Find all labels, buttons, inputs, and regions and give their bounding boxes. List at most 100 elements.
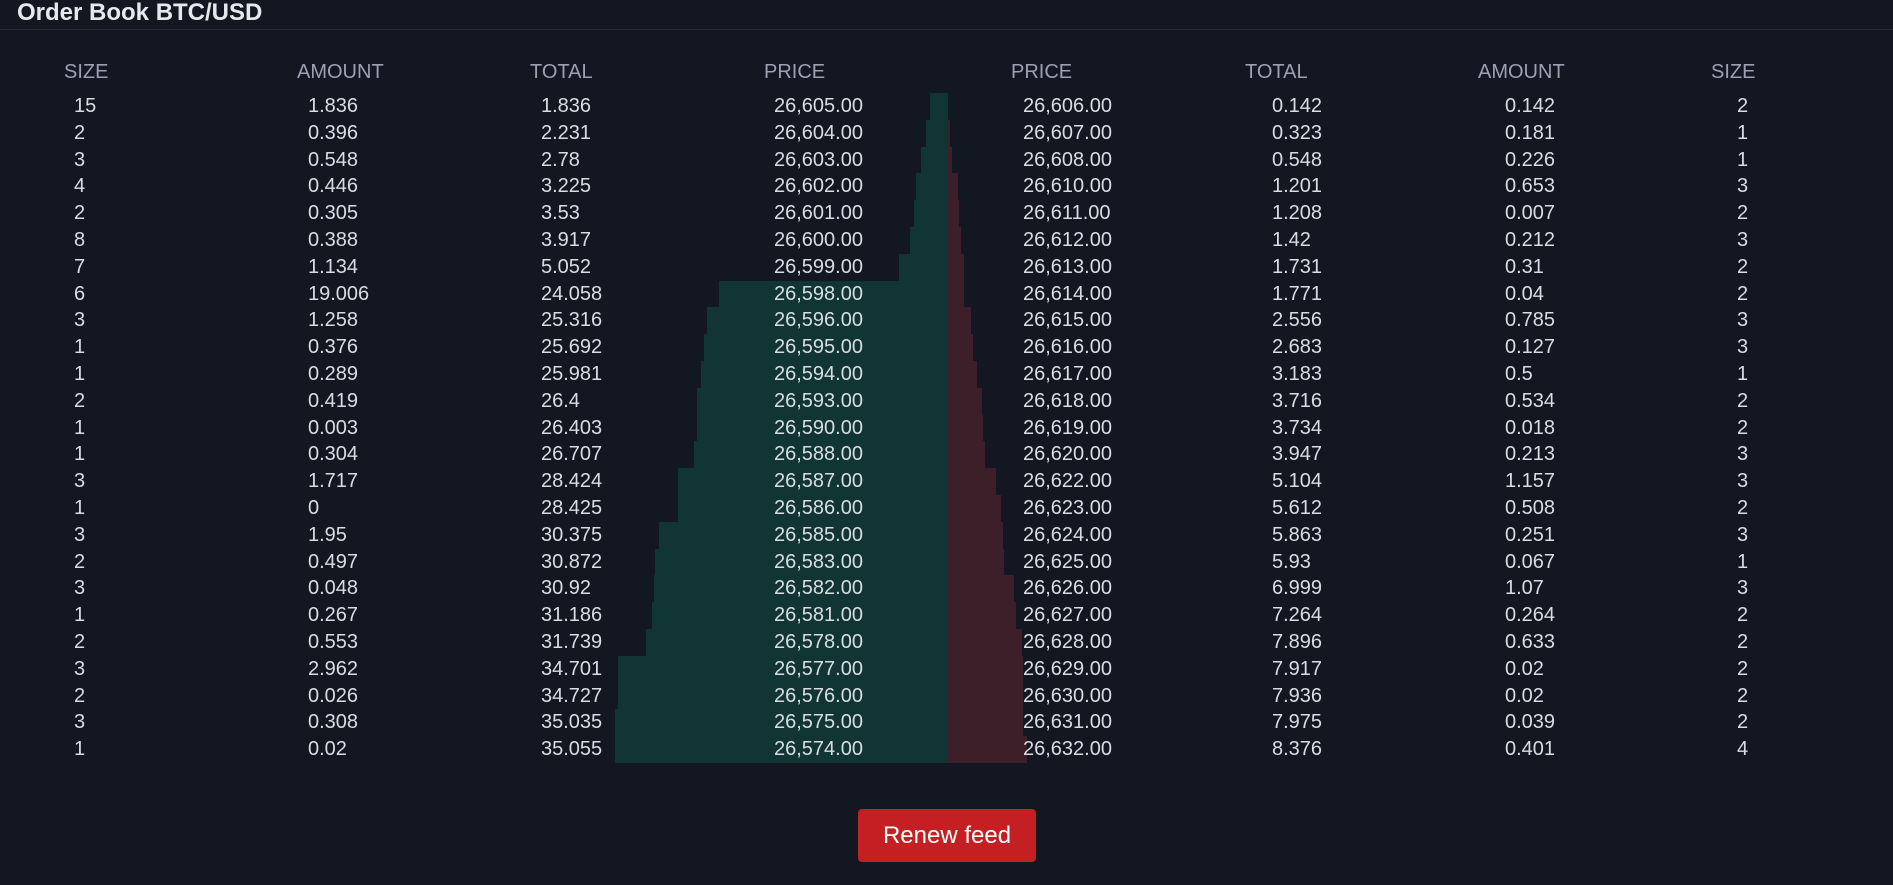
ask-amount-cell: 0.039 [1505,711,1556,734]
bid-price-cell: 26,574.00 [774,738,863,761]
bid-size-cell: 2 [74,121,86,144]
bid-total-cell: 31.186 [541,604,603,627]
bid-price-cell: 26,590.00 [774,416,863,439]
ask-price-cell: 26,608.00 [1023,148,1112,171]
bid-amount-cell: 1.95 [308,523,347,546]
bid-row: 1 0.376 25.692 26,595.00 [0,334,1893,362]
ask-size-cell: 2 [1737,684,1749,707]
ask-amount-cell: 1.07 [1505,577,1544,600]
ask-row: 26,624.00 5.863 0.251 3 [0,521,1893,549]
bid-size-cell: 1 [74,738,86,761]
bid-size-cell: 2 [74,202,86,225]
ask-row: 26,632.00 8.376 0.401 4 [0,736,1893,764]
bid-price-cell: 26,585.00 [774,523,863,546]
bid-amount-cell: 0.376 [308,336,359,359]
ask-size-cell: 3 [1737,229,1749,251]
bid-price-header: PRICE [764,61,826,83]
ask-total-cell: 7.917 [1272,657,1323,680]
bid-size-cell: 1 [74,416,86,439]
bid-size-cell: 2 [74,631,86,653]
ask-row: 26,615.00 2.556 0.785 3 [0,307,1893,335]
ask-amount-cell: 0.142 [1505,95,1556,117]
bid-depth-bar [913,200,947,228]
bid-total-cell: 2.231 [541,121,592,144]
ask-price-cell: 26,615.00 [1023,309,1112,332]
ask-depth-bar [947,655,1023,683]
ask-row: 26,618.00 3.716 0.534 2 [0,387,1893,415]
bid-amount-cell: 1.134 [308,255,359,278]
ask-depth-bar [947,736,1027,764]
ask-depth-bar [947,253,964,281]
bid-size-cell: 3 [74,470,86,493]
ask-amount-cell: 0.5 [1505,363,1533,385]
bid-amount-cell: 0.388 [308,229,359,251]
bid-depth-bar [899,253,947,281]
ask-price-cell: 26,628.00 [1023,631,1112,653]
bid-size-cell: 3 [74,657,86,680]
bid-price-cell: 26,587.00 [774,470,863,493]
bid-price-cell: 26,593.00 [774,389,863,412]
ask-amount-cell: 0.212 [1505,229,1556,251]
ask-amount-cell: 0.508 [1505,497,1556,519]
ask-total-cell: 7.936 [1272,684,1323,707]
bid-size-cell: 15 [74,95,97,117]
bid-row: 2 0.026 34.727 26,576.00 [0,682,1893,710]
ask-total-cell: 8.376 [1272,738,1323,761]
ask-amount-cell: 0.007 [1505,202,1556,225]
ask-amount-header: AMOUNT [1478,61,1565,83]
bid-price-cell: 26,577.00 [774,657,863,680]
ask-amount-cell: 0.251 [1505,523,1556,546]
ask-price-cell: 26,631.00 [1023,711,1112,734]
bid-amount-cell: 2.962 [308,657,359,680]
bid-total-cell: 1.836 [541,95,592,117]
bid-row: 1 0.304 26.707 26,588.00 [0,441,1893,469]
ask-depth-bar [947,629,1023,656]
ask-depth-bar [947,495,1001,522]
bid-size-cell: 1 [74,336,86,359]
bid-price-cell: 26,575.00 [774,711,863,734]
bid-price-cell: 26,595.00 [774,336,863,359]
bid-size-cell: 3 [74,148,86,171]
renew-feed-button[interactable]: Renew feed [858,809,1036,862]
ask-row: 26,626.00 6.999 1.07 3 [0,575,1893,603]
ask-price-cell: 26,630.00 [1023,684,1112,707]
bid-total-cell: 25.692 [541,336,603,359]
bid-total-cell: 28.425 [541,497,603,519]
bid-depth-bar [700,361,947,388]
ask-size-cell: 2 [1737,255,1749,278]
bid-size-cell: 6 [74,282,86,305]
ask-total-cell: 3.183 [1272,363,1323,385]
bid-size-cell: 3 [74,523,86,546]
bid-price-cell: 26,594.00 [774,363,863,385]
bid-total-cell: 34.701 [541,657,603,680]
ask-price-cell: 26,611.00 [1023,202,1111,225]
ask-total-cell: 2.683 [1272,336,1323,359]
ask-size-cell: 2 [1737,416,1749,439]
bid-row: 8 0.388 3.917 26,600.00 [0,227,1893,254]
ask-price-cell: 26,616.00 [1023,336,1112,359]
ask-total-cell: 3.947 [1272,443,1323,466]
bid-size-cell: 8 [74,229,86,251]
bid-amount-cell: 0.419 [308,389,359,412]
ask-size-cell: 2 [1737,711,1749,734]
bid-amount-cell: 0.553 [308,631,359,653]
ask-depth-bar [947,575,1014,603]
bid-size-cell: 1 [74,497,86,519]
bid-size-cell: 7 [74,255,86,278]
page-title: Order Book BTC/USD [17,0,263,26]
ask-total-cell: 5.863 [1272,523,1323,546]
ask-row: 26,623.00 5.612 0.508 2 [0,495,1893,522]
bid-price-cell: 26,583.00 [774,550,863,573]
ask-depth-bar [947,361,978,388]
bid-price-cell: 26,598.00 [774,282,863,305]
bid-row: 6 19.006 24.058 26,598.00 [0,280,1893,308]
ask-total-cell: 6.999 [1272,577,1323,600]
bid-amount-cell: 0.289 [308,363,359,385]
bid-total-cell: 35.035 [541,711,603,734]
ask-depth-bar [947,468,996,496]
bid-row: 2 0.553 31.739 26,578.00 [0,629,1893,656]
bid-amount-cell: 0.003 [308,416,359,439]
ask-size-cell: 1 [1737,121,1749,144]
ask-depth-bar [947,334,973,362]
